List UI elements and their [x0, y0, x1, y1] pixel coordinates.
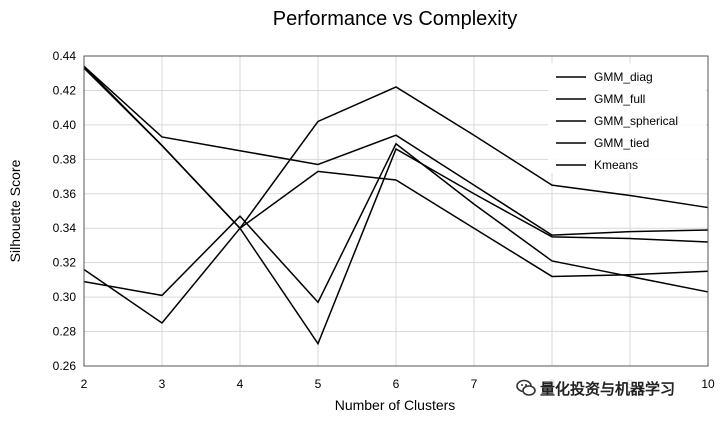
legend-label: GMM_full: [594, 92, 645, 106]
plot-frame: [83, 55, 709, 367]
wechat-icon: [516, 379, 536, 396]
watermark-text: 量化投资与机器学习: [540, 379, 676, 398]
y-tick-label: 0.30: [53, 290, 77, 304]
series-layer: [83, 65, 709, 346]
x-tick-label: 2: [81, 377, 88, 391]
grid-layer: [83, 55, 709, 367]
y-axis-label: Silhouette Score: [7, 159, 23, 262]
x-tick-label: 4: [237, 377, 244, 391]
legend-label: Kmeans: [594, 158, 638, 172]
x-tick-label: 10: [701, 377, 715, 391]
x-axis-label: Number of Clusters: [335, 397, 456, 413]
series-line-gmm-diag: [83, 86, 709, 324]
x-tick-label: 5: [315, 377, 322, 391]
series-line-gmm-full: [83, 65, 709, 236]
watermark: 量化投资与机器学习: [512, 377, 680, 399]
x-tick-label: 3: [159, 377, 166, 391]
y-tick-label: 0.36: [53, 187, 77, 201]
x-tick-label: 6: [393, 377, 400, 391]
y-tick-label: 0.42: [53, 83, 77, 97]
y-tick-label: 0.38: [53, 152, 77, 166]
series-line-kmeans: [83, 65, 709, 346]
legend-label: GMM_tied: [594, 136, 649, 150]
legend: GMM_diag GMM_full GMM_spherical GMM_tied Kme…: [548, 63, 706, 173]
y-tick-label: 0.44: [53, 49, 77, 63]
legend-label: GMM_diag: [594, 70, 653, 84]
y-tick-label: 0.28: [53, 325, 77, 339]
y-tick-label: 0.26: [53, 359, 77, 373]
y-tick-label: 0.32: [53, 256, 77, 270]
x-tick-label: 7: [471, 377, 478, 391]
chart-title: Performance vs Complexity: [273, 8, 518, 30]
legend-label: GMM_spherical: [594, 114, 678, 128]
y-tick-label: 0.34: [53, 221, 77, 235]
y-tick-label: 0.40: [53, 118, 77, 132]
tick-layer: 23456789100.260.280.300.320.340.360.380.…: [53, 49, 715, 391]
legend-box: [548, 63, 706, 173]
series-line-gmm-spherical: [83, 142, 709, 304]
